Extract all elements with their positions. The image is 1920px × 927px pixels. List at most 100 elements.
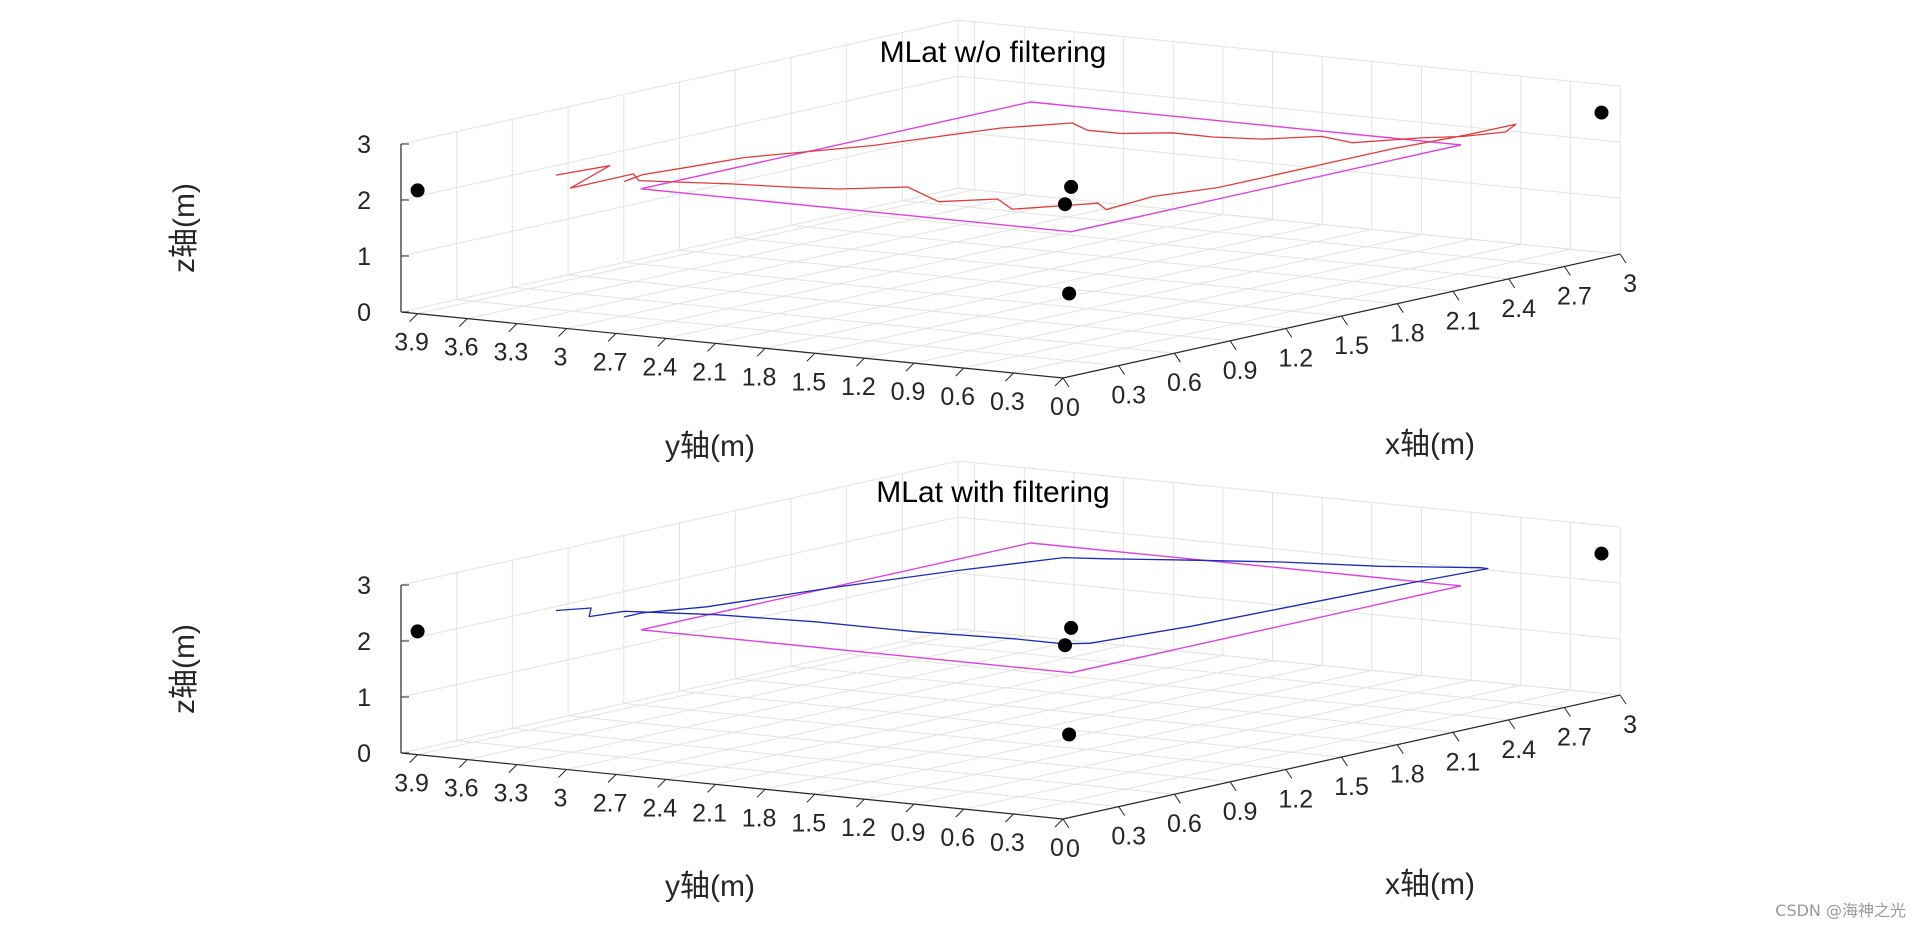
x-tick-label: 2.4 [1501, 295, 1536, 323]
reference-path-layer [640, 542, 1462, 674]
y-tick-label: 3.6 [444, 775, 479, 803]
grid-line [715, 219, 1273, 344]
grid-line [958, 75, 1621, 143]
y-axis-line [400, 752, 1064, 820]
y-tick-label: 0.9 [891, 378, 926, 406]
y-tick-mark [806, 352, 816, 362]
x-tick-label: 2.7 [1557, 283, 1592, 311]
grid-line [679, 690, 1342, 758]
y-tick-label: 3.3 [494, 780, 529, 808]
x-tick-label: 0 [1066, 394, 1080, 422]
y-tick-mark [657, 338, 667, 347]
x-tick-label: 2.1 [1446, 748, 1481, 776]
grid-line [467, 194, 1025, 320]
y-tick-label: 0.3 [990, 388, 1025, 416]
reference-path-layer [640, 101, 1462, 233]
anchor-point [1058, 638, 1072, 653]
x-tick-label: 0.3 [1111, 382, 1146, 410]
grid-line [568, 274, 1231, 342]
x-tick-mark [1341, 756, 1348, 767]
grid-line [417, 189, 975, 315]
z-axis-label: z轴(m) [168, 624, 201, 714]
z-tick-label: 2 [357, 628, 371, 656]
y-tick-label: 0 [1050, 393, 1064, 421]
z-tick-label: 0 [357, 740, 371, 768]
grid-line [958, 572, 1621, 640]
y-tick-label: 3.3 [494, 339, 529, 367]
anchor-point [1064, 179, 1079, 194]
reference-path [640, 101, 1462, 233]
x-tick-mark [1173, 793, 1181, 804]
grid-line [963, 243, 1521, 369]
anchor-point [1058, 197, 1072, 212]
x-tick-mark [1619, 694, 1627, 705]
y-tick-label: 2.1 [692, 799, 727, 827]
y-tick-mark [856, 798, 865, 808]
x-tick-mark [1229, 781, 1237, 792]
x-tick-mark [1118, 365, 1126, 375]
grid-line [456, 740, 1119, 808]
x-tick-label: 1.2 [1278, 344, 1313, 372]
grid-line [566, 645, 1124, 770]
y-tick-mark [905, 362, 915, 372]
grid-line [790, 665, 1454, 733]
anchor-point [1594, 546, 1609, 561]
x-ticks: 0 0.3 0.6 0.9 1.2 1.5 1.8 2.1 2.4 2.7 3 [1062, 694, 1637, 863]
anchor-layer [410, 546, 1609, 742]
anchor-point [1062, 286, 1077, 301]
y-tick-mark [955, 367, 965, 377]
y-tick-mark [1005, 372, 1014, 382]
y-tick-label: 2.4 [642, 794, 677, 822]
y-tick-mark [756, 347, 766, 357]
y-ticks: 0 0.3 0.6 0.9 1.2 1.5 1.8 2.1 2.4 2.7 3 3.3 3.6 3.9 [394, 313, 1064, 421]
y-tick-label: 2.7 [593, 348, 628, 376]
axis-lines [400, 585, 1621, 820]
x-tick-mark [1118, 806, 1126, 816]
grid-line [1013, 248, 1571, 374]
grid-line [864, 674, 1422, 800]
y-tick-mark [707, 343, 716, 352]
grid-line [665, 214, 1224, 339]
x-tick-mark [1508, 719, 1516, 730]
y-axis-label: y轴(m) [665, 870, 755, 903]
x-tick-label: 2.1 [1446, 307, 1481, 335]
x-tick-label: 1.8 [1390, 320, 1425, 348]
x-axis-label: x轴(m) [1385, 428, 1475, 461]
grid-line [958, 131, 1621, 199]
z-tick-label: 0 [357, 299, 371, 327]
grid-line [623, 261, 1286, 329]
grid-line [568, 715, 1231, 783]
grid-line [512, 286, 1175, 354]
y-tick-label: 2.4 [642, 353, 677, 381]
y-tick-label: 2.7 [593, 789, 628, 817]
grid-line [814, 669, 1372, 795]
y-tick-label: 1.2 [841, 814, 876, 842]
grid-line [467, 635, 1025, 761]
grid-line [864, 233, 1422, 359]
y-ticks: 0 0.3 0.6 0.9 1.2 1.5 1.8 2.1 2.4 2.7 3 3.3 3.6 3.9 [394, 754, 1064, 862]
grid-line [764, 664, 1323, 790]
subplot-mlat-with-filtering: 0 0.3 0.6 0.9 1.2 1.5 1.8 2.1 2.4 2.7 3 0 0.3 0.6 0.9… [168, 460, 1637, 903]
x-tick-mark [1062, 377, 1070, 388]
y-tick-label: 0.6 [940, 824, 975, 852]
series-layer [555, 122, 1517, 211]
chart-title: MLat w/o filtering [880, 36, 1107, 69]
x-tick-label: 0.6 [1167, 369, 1202, 397]
grid-line [846, 653, 1509, 721]
y-tick-label: 1.5 [791, 809, 826, 837]
anchor-layer [410, 105, 1609, 301]
grid-line [400, 460, 959, 586]
x-tick-label: 1.5 [1334, 773, 1369, 801]
grid-line [735, 237, 1398, 305]
x-tick-label: 2.7 [1557, 724, 1592, 752]
x-tick-label: 0.9 [1223, 357, 1258, 385]
axis-lines [400, 144, 1621, 379]
series-line [555, 556, 1489, 645]
y-tick-mark [458, 759, 468, 768]
z-ticks: 0 1 2 3 [357, 131, 409, 327]
x-tick-mark [1563, 707, 1571, 717]
grid-line [963, 684, 1521, 810]
z-tick-label: 1 [357, 243, 371, 271]
y-tick-mark [756, 788, 766, 798]
